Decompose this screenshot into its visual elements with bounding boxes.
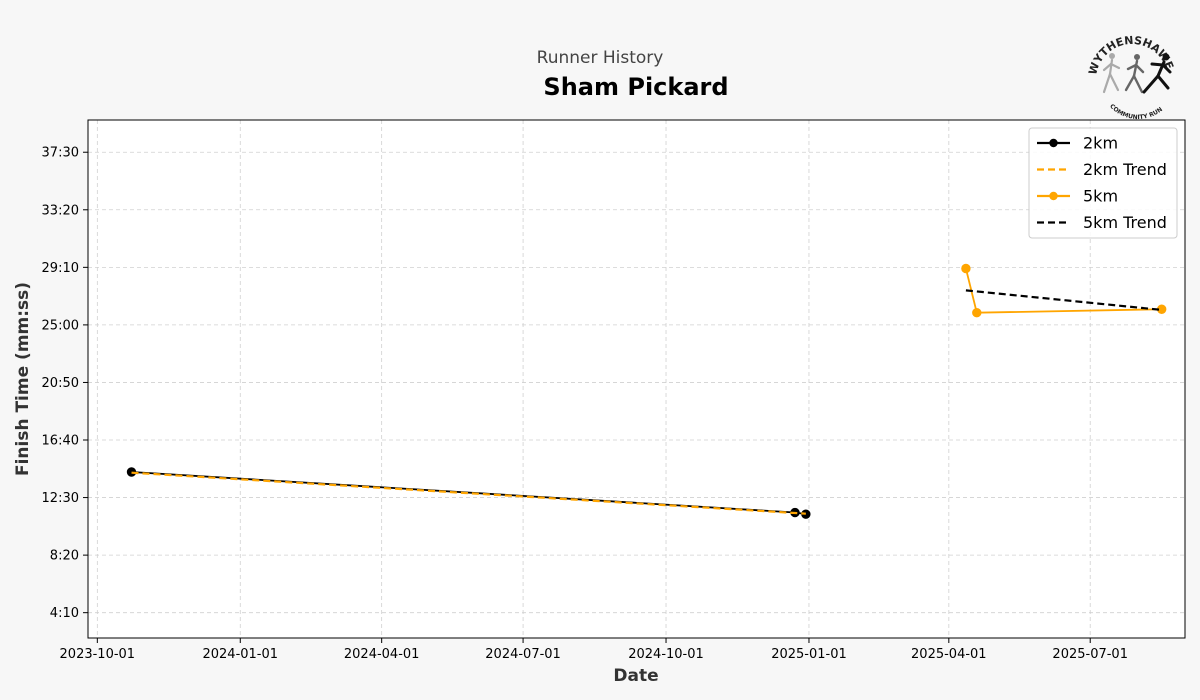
runner-dark-icon: [1142, 53, 1172, 94]
data-point: [972, 307, 982, 318]
legend: 2km 2km Trend 5km 5km Trend: [1028, 127, 1178, 239]
series-line-1: [131, 471, 806, 515]
legend-marker-2: [1049, 191, 1058, 201]
legend-label-0: 2km: [1083, 134, 1118, 153]
legend-label-3: 5km Trend: [1083, 213, 1167, 232]
y-tick-label: 20:50: [42, 376, 79, 391]
x-tick-label: 2023-10-01: [60, 647, 136, 662]
y-tick-label: 12:30: [42, 491, 79, 506]
y-tick-label: 16:40: [42, 434, 79, 449]
x-tick-label: 2024-01-01: [202, 647, 278, 662]
y-tick-label: 4:10: [50, 606, 79, 621]
x-tick-label: 2025-01-01: [771, 647, 847, 662]
x-tick-label: 2024-10-01: [628, 647, 704, 662]
y-tick-label: 37:30: [42, 146, 79, 161]
x-tick-label: 2024-07-01: [485, 647, 561, 662]
plot-frame: [87, 119, 1186, 639]
data-point: [961, 263, 971, 274]
x-tick-label: 2025-07-01: [1052, 647, 1128, 662]
runner-mid-icon: [1124, 54, 1145, 94]
grid-lines: [88, 120, 1185, 638]
legend-label-1: 2km Trend: [1083, 160, 1167, 179]
legend-label-2: 5km: [1083, 187, 1118, 206]
series-layer: [126, 263, 1167, 519]
y-tick-label: 8:20: [50, 549, 79, 564]
legend-frame: [1028, 127, 1178, 239]
y-tick-label: 29:10: [42, 261, 79, 276]
plot-area: [88, 120, 1185, 638]
y-axis-ticks: 4:10 8:20 12:30 16:40 20:50 25:00 29:10 33:20 37…: [42, 146, 88, 621]
chart-title: Sham Pickard: [543, 73, 728, 101]
runner-light-icon: [1102, 53, 1121, 94]
x-axis-label: Date: [613, 666, 658, 686]
y-axis-label: Finish Time (mm:ss): [13, 282, 33, 476]
x-tick-label: 2024-04-01: [344, 647, 420, 662]
chart-suptitle: Runner History: [537, 48, 664, 68]
legend-marker-0: [1049, 138, 1058, 148]
x-tick-label: 2025-04-01: [911, 647, 987, 662]
y-tick-label: 33:20: [42, 203, 79, 218]
x-axis-ticks: 2023-10-01 2024-01-01 2024-04-01 2024-07-01…: [60, 638, 1128, 662]
y-tick-label: 25:00: [42, 318, 79, 333]
